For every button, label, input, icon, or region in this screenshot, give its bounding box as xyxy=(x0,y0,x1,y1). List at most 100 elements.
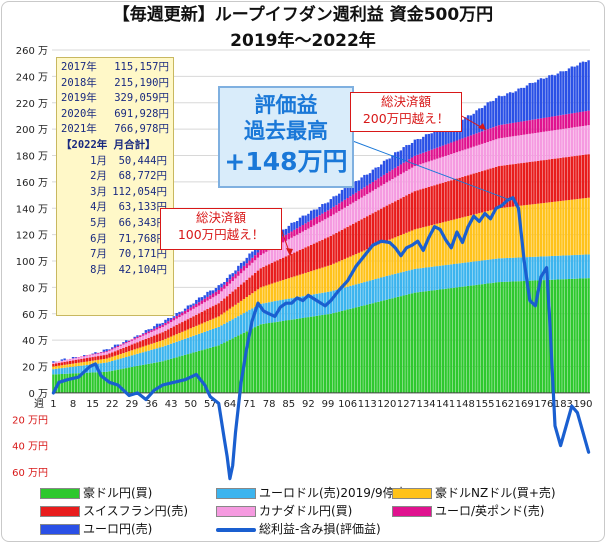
bar-segment-eur_gbp xyxy=(455,140,459,153)
bar-segment-eur_jpy xyxy=(366,174,369,186)
bar-segment-cad_jpy xyxy=(57,361,61,363)
bar-segment-cad_jpy xyxy=(228,283,232,294)
bar-segment-chf_jpy xyxy=(203,310,206,323)
bar-segment-eur_usd xyxy=(209,329,212,348)
bar-segment-aud_nzd xyxy=(273,282,276,302)
bar-segment-cad_jpy xyxy=(217,293,220,304)
bar-segment-cad_jpy xyxy=(349,204,352,226)
bar-segment-chf_jpy xyxy=(214,304,218,318)
callout-200-line2: 200万円越え！ xyxy=(362,111,450,126)
bar-segment-eur_usd xyxy=(508,257,512,282)
bar-segment-aud_jpy xyxy=(391,298,394,393)
bar-segment-cad_jpy xyxy=(405,170,408,196)
bar-segment-aud_nzd xyxy=(206,321,209,331)
bar-segment-cad_jpy xyxy=(416,165,419,191)
bar-segment-eur_jpy xyxy=(438,128,442,147)
bar-segment-cad_jpy xyxy=(489,141,492,169)
bar-segment-aud_jpy xyxy=(192,352,195,393)
bar-segment-aud_jpy xyxy=(511,281,515,393)
stats-year-value: 215,190円 xyxy=(114,76,169,89)
bar-segment-eur_jpy xyxy=(150,328,153,331)
bar-segment-aud_jpy xyxy=(528,280,531,393)
callout-200-arrowhead xyxy=(478,123,486,130)
bar-segment-cad_jpy xyxy=(584,125,587,155)
bar-segment-cad_jpy xyxy=(388,180,391,205)
bar-segment-eur_jpy xyxy=(318,206,321,216)
bar-segment-cad_jpy xyxy=(545,131,548,160)
bar-segment-cad_jpy xyxy=(256,257,260,271)
bar-segment-aud_nzd xyxy=(94,360,97,364)
bar-segment-eur_jpy xyxy=(441,127,445,146)
bar-segment-cad_jpy xyxy=(74,358,78,360)
stats-year: 2019年 xyxy=(61,92,97,105)
bar-segment-cad_jpy xyxy=(391,179,394,203)
bar-segment-chf_jpy xyxy=(265,265,268,286)
bar-segment-eur_usd xyxy=(108,361,111,372)
bar-segment-eur_gbp xyxy=(161,324,164,327)
x-tick-label: 162 xyxy=(495,399,514,410)
bar-segment-aud_nzd xyxy=(80,362,83,366)
bar-segment-eur_gbp xyxy=(237,271,240,276)
bar-segment-aud_jpy xyxy=(276,321,279,393)
bar-segment-chf_jpy xyxy=(211,306,215,319)
bar-segment-cad_jpy xyxy=(270,248,274,263)
bar-segment-eur_gbp xyxy=(450,142,453,155)
bar-segment-eur_usd xyxy=(102,362,106,372)
bar-segment-aud_jpy xyxy=(102,371,106,393)
bar-segment-aud_jpy xyxy=(225,341,229,393)
bar-segment-chf_jpy xyxy=(276,260,279,282)
stats-month-value: 50,444円 xyxy=(118,154,167,167)
stats-year: 2020年 xyxy=(61,107,97,120)
bar-segment-chf_jpy xyxy=(366,216,369,250)
bar-segment-eur_usd xyxy=(436,266,439,290)
bar-segment-eur_usd xyxy=(181,339,184,356)
bar-segment-aud_nzd xyxy=(231,306,234,320)
bar-segment-cad_jpy xyxy=(413,166,417,192)
bar-segment-aud_jpy xyxy=(531,280,534,393)
bar-segment-chf_jpy xyxy=(329,235,333,265)
bar-segment-aud_jpy xyxy=(150,363,153,393)
bar-segment-eur_jpy xyxy=(338,193,341,204)
bar-segment-eur_jpy xyxy=(245,257,248,264)
bar-segment-cad_jpy xyxy=(189,310,192,318)
x-tick-label: 141 xyxy=(436,399,455,410)
bar-segment-cad_jpy xyxy=(528,133,531,162)
bar-segment-eur_usd xyxy=(83,365,86,373)
stats-month: 1月 xyxy=(90,154,107,167)
bar-segment-cad_jpy xyxy=(175,318,178,325)
bar-segment-chf_jpy xyxy=(343,228,347,259)
bar-segment-eur_gbp xyxy=(130,339,134,341)
bar-segment-cad_jpy xyxy=(234,278,237,290)
bar-segment-eur_jpy xyxy=(503,95,506,125)
bar-segment-aud_jpy xyxy=(214,346,218,393)
bar-segment-chf_jpy xyxy=(122,347,125,354)
bar-segment-eur_jpy xyxy=(329,199,333,209)
bar-segment-chf_jpy xyxy=(220,300,223,315)
bar-segment-aud_nzd xyxy=(189,328,192,337)
y-tick-label: 160 万 xyxy=(16,178,48,189)
bar-segment-chf_jpy xyxy=(77,359,80,363)
bar-segment-eur_usd xyxy=(388,275,391,299)
bar-segment-chf_jpy xyxy=(357,220,361,253)
bar-segment-eur_usd xyxy=(500,258,503,282)
bar-segment-aud_jpy xyxy=(394,297,397,393)
bar-segment-chf_jpy xyxy=(141,340,145,347)
bar-segment-eur_jpy xyxy=(242,261,246,266)
bar-segment-cad_jpy xyxy=(164,325,167,331)
bar-segment-eur_gbp xyxy=(573,112,576,128)
legend-swatch xyxy=(392,506,432,517)
bar-segment-chf_jpy xyxy=(500,165,503,208)
bar-segment-eur_gbp xyxy=(489,128,492,142)
bar-segment-chf_jpy xyxy=(217,303,220,317)
bar-segment-chf_jpy xyxy=(559,157,562,201)
bar-segment-chf_jpy xyxy=(545,159,548,203)
bar-segment-aud_jpy xyxy=(363,305,366,393)
bar-segment-eur_usd xyxy=(332,290,335,314)
bar-segment-chf_jpy xyxy=(354,222,358,255)
bar-segment-eur_usd xyxy=(259,303,262,325)
x-tick-label: 92 xyxy=(302,399,315,410)
bar-segment-eur_usd xyxy=(517,257,520,282)
bar-segment-chf_jpy xyxy=(273,261,276,283)
bar-segment-eur_jpy xyxy=(525,85,529,121)
bar-segment-chf_jpy xyxy=(116,350,120,355)
